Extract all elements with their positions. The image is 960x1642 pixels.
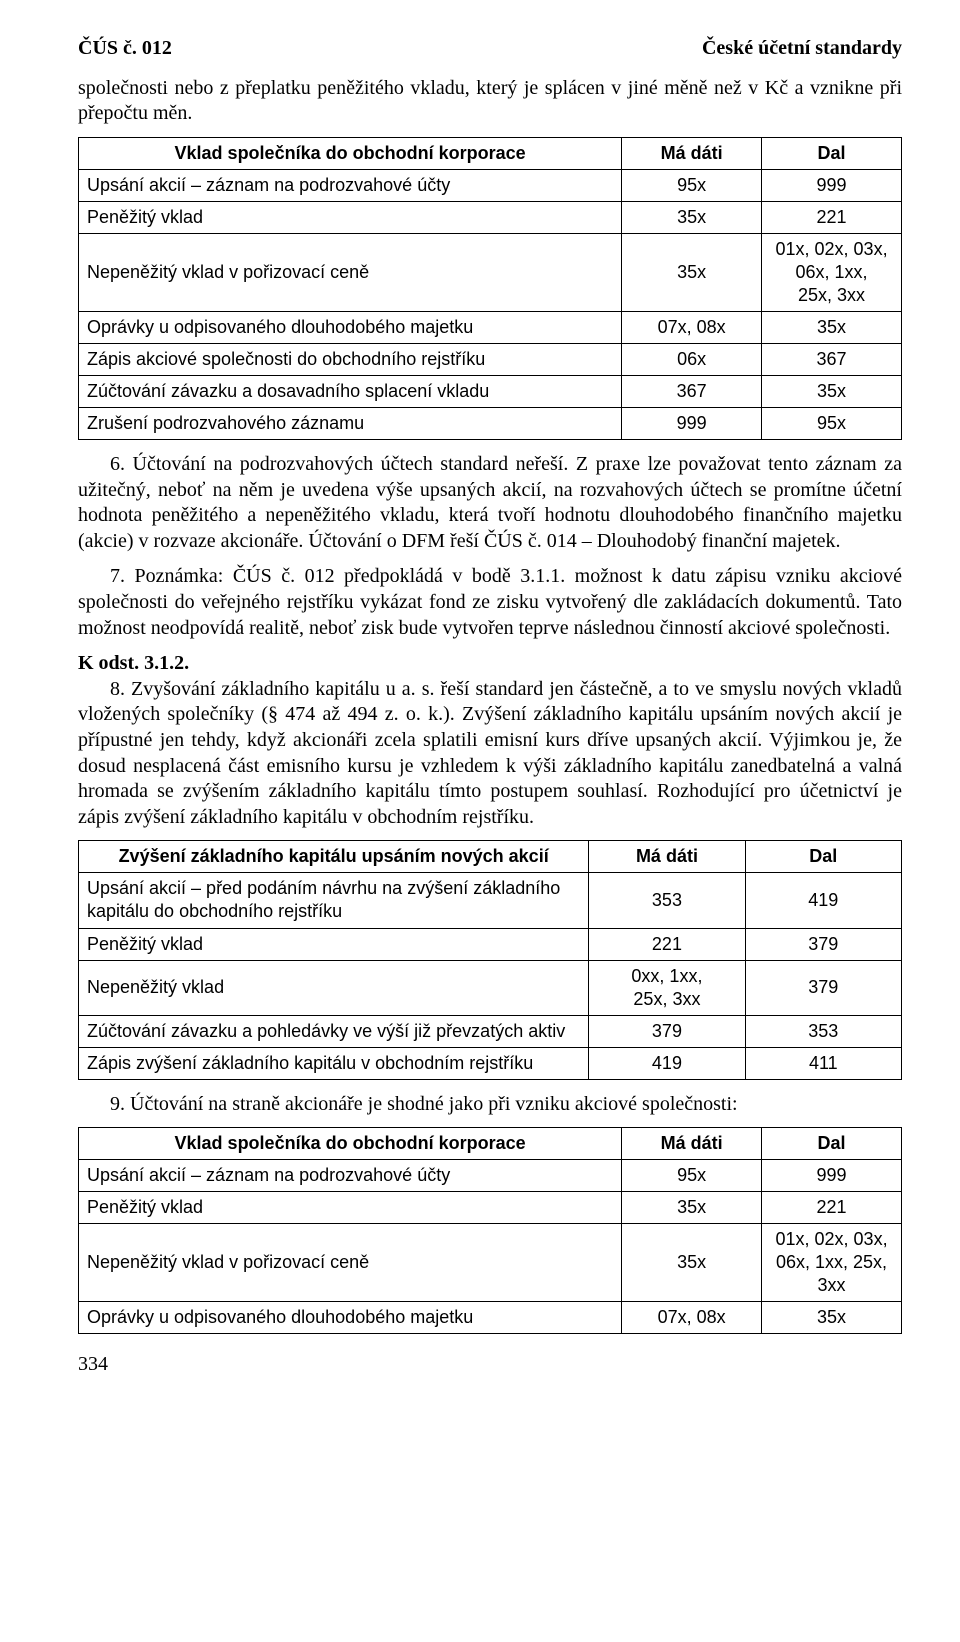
page-header: ČÚS č. 012 České účetní standardy [78,36,902,62]
table-row: Nepeněžitý vklad v pořizovací ceně 35x 0… [79,233,902,311]
table-cell-md: 419 [589,1047,745,1079]
table-row: Nepeněžitý vklad v pořizovací ceně 35x 0… [79,1224,902,1302]
table-row: Peněžitý vklad 35x 221 [79,201,902,233]
table-cell-md: 07x, 08x [622,311,762,343]
table-cell-desc: Zúčtování závazku a dosavadního splacení… [79,376,622,408]
table-cell-desc: Upsání akcií – před podáním návrhu na zv… [79,873,589,928]
table-row: Oprávky u odpisovaného dlouhodobého maje… [79,1302,902,1334]
table-row: Peněžitý vklad 221 379 [79,928,902,960]
table-cell-md: 353 [589,873,745,928]
table-cell-md: 35x [622,1224,762,1302]
table-cell-md: 95x [622,169,762,201]
table-row: Zúčtování závazku a pohledávky ve výší j… [79,1015,902,1047]
header-left: ČÚS č. 012 [78,36,172,62]
table-row: Zrušení podrozvahového záznamu 999 95x [79,408,902,440]
table-cell-desc: Nepeněžitý vklad v pořizovací ceně [79,233,622,311]
table-cell-md: 07x, 08x [622,1302,762,1334]
table-cell-desc: Upsání akcií – záznam na podrozvahové úč… [79,169,622,201]
document-page: ČÚS č. 012 České účetní standardy společ… [0,0,960,1402]
table-cell-dal: 999 [762,169,902,201]
table-cell-md: 95x [622,1160,762,1192]
table-header-madati: Má dáti [622,137,762,169]
table-cell-md: 999 [622,408,762,440]
table-cell-desc: Zápis zvýšení základního kapitálu v obch… [79,1047,589,1079]
header-right: České účetní standardy [702,36,902,62]
table-cell-desc: Nepeněžitý vklad v pořizovací ceně [79,1224,622,1302]
intro-paragraph: společnosti nebo z přeplatku peněžitého … [78,76,902,127]
table-cell-dal: 35x [762,311,902,343]
table-header-madati: Má dáti [622,1128,762,1160]
table-header-dal: Dal [762,137,902,169]
table-cell-desc: Zúčtování závazku a pohledávky ve výší j… [79,1015,589,1047]
table-cell-md: 06x [622,344,762,376]
table-cell-desc: Peněžitý vklad [79,928,589,960]
table-cell-dal: 221 [762,201,902,233]
table-cell-desc: Zrušení podrozvahového záznamu [79,408,622,440]
table-header-madati: Má dáti [589,841,745,873]
table-cell-md: 35x [622,233,762,311]
table-cell-dal: 999 [762,1160,902,1192]
table-row: Zápis akciové společnosti do obchodního … [79,344,902,376]
table-cell-md: 367 [622,376,762,408]
section-heading-3-1-2: K odst. 3.1.2. [78,651,902,677]
table-row: Upsání akcií – před podáním návrhu na zv… [79,873,902,928]
table-cell-desc: Oprávky u odpisovaného dlouhodobého maje… [79,311,622,343]
table-cell-md: 35x [622,1192,762,1224]
table-cell-desc: Peněžitý vklad [79,1192,622,1224]
table-cell-desc: Oprávky u odpisovaného dlouhodobého maje… [79,1302,622,1334]
table-cell-dal: 353 [745,1015,901,1047]
table-cell-dal: 411 [745,1047,901,1079]
table-row: Zvýšení základního kapitálu upsáním nový… [79,841,902,873]
table-cell-md: 35x [622,201,762,233]
table-header-dal: Dal [745,841,901,873]
table-header-title: Zvýšení základního kapitálu upsáním nový… [79,841,589,873]
table-vklad-spolecnika: Vklad společníka do obchodní korporace M… [78,137,902,440]
table-cell-desc: Zápis akciové společnosti do obchodního … [79,344,622,376]
table-cell-desc: Nepeněžitý vklad [79,960,589,1015]
paragraph-9: 9. Účtování na straně akcionáře je shodn… [78,1092,902,1118]
table-cell-desc: Peněžitý vklad [79,201,622,233]
table-cell-dal: 379 [745,928,901,960]
table-cell-dal: 35x [762,376,902,408]
table-cell-dal: 379 [745,960,901,1015]
table-row: Upsání akcií – záznam na podrozvahové úč… [79,169,902,201]
table-header-title: Vklad společníka do obchodní korporace [79,1128,622,1160]
table-cell-desc: Upsání akcií – záznam na podrozvahové úč… [79,1160,622,1192]
page-number: 334 [78,1352,902,1378]
table-row: Peněžitý vklad 35x 221 [79,1192,902,1224]
paragraph-6: 6. Účtování na podrozvahových účtech sta… [78,452,902,554]
table-cell-dal: 35x [762,1302,902,1334]
table-row: Zúčtování závazku a dosavadního splacení… [79,376,902,408]
table-cell-md: 221 [589,928,745,960]
table-cell-md: 0xx, 1xx,25x, 3xx [589,960,745,1015]
table-row: Oprávky u odpisovaného dlouhodobého maje… [79,311,902,343]
table-cell-dal: 367 [762,344,902,376]
table-row: Nepeněžitý vklad 0xx, 1xx,25x, 3xx 379 [79,960,902,1015]
paragraph-7: 7. Poznámka: ČÚS č. 012 předpokládá v bo… [78,564,902,641]
table-cell-dal: 95x [762,408,902,440]
table-cell-dal: 01x, 02x, 03x,06x, 1xx,25x, 3xx [762,233,902,311]
table-cell-dal: 221 [762,1192,902,1224]
table-row: Vklad společníka do obchodní korporace M… [79,137,902,169]
table-row: Zápis zvýšení základního kapitálu v obch… [79,1047,902,1079]
table-header-dal: Dal [762,1128,902,1160]
table-vklad-spolecnika-2: Vklad společníka do obchodní korporace M… [78,1127,902,1334]
table-row: Vklad společníka do obchodní korporace M… [79,1128,902,1160]
table-cell-md: 379 [589,1015,745,1047]
table-header-title: Vklad společníka do obchodní korporace [79,137,622,169]
table-cell-dal: 419 [745,873,901,928]
table-zvyseni-kapitalou: Zvýšení základního kapitálu upsáním nový… [78,840,902,1079]
paragraph-8: 8. Zvyšování základního kapitálu u a. s.… [78,677,902,831]
table-cell-dal: 01x, 02x, 03x,06x, 1xx, 25x,3xx [762,1224,902,1302]
table-row: Upsání akcií – záznam na podrozvahové úč… [79,1160,902,1192]
